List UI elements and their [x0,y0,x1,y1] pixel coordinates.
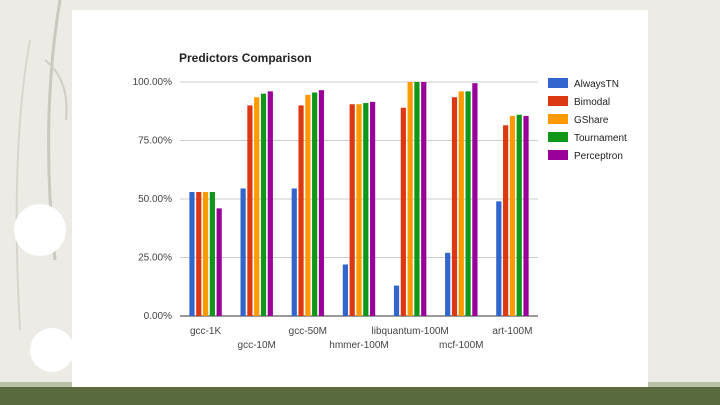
bar-tournament-libquantum-100m [414,82,420,316]
bar-alwaystn-gcc-1k [189,191,195,316]
legend-label: AlwaysTN [574,79,619,90]
x-tick-label: mcf-100M [439,340,483,351]
y-tick-label: 100.00% [133,77,173,88]
x-tick-label: art-100M [492,326,532,337]
bar-perceptron-gcc-1k [216,208,222,316]
bar-gshare-gcc-10m [254,97,260,317]
bar-alwaystn-libquantum-100m [393,285,400,316]
bar-bimodal-hmmer-100m [349,104,355,316]
bar-perceptron-gcc-50m [318,90,325,316]
bar-perceptron-mcf-100m [472,83,478,316]
bar-tournament-gcc-1k [209,191,215,316]
legend-label: Bimodal [574,97,610,108]
legend-label: Tournament [574,133,627,144]
legend-swatch [548,114,568,124]
x-tick-label: gcc-1K [190,326,221,337]
x-tick-label: hmmer-100M [329,340,388,351]
bar-perceptron-hmmer-100m [370,101,376,316]
bar-gshare-hmmer-100m [356,104,362,316]
bar-gshare-gcc-1k [202,191,209,316]
bar-bimodal-art-100m [503,125,509,316]
bar-gshare-art-100m [509,115,516,317]
legend-swatch [548,96,568,106]
y-axis: 0.00% 25.00% 50.00% 75.00% 100.00% [133,77,173,322]
bar-perceptron-art-100m [523,115,529,317]
y-tick-label: 0.00% [144,311,172,322]
bar-alwaystn-gcc-10m [240,188,246,316]
bar-gshare-mcf-100m [458,91,464,316]
bar-tournament-hmmer-100m [363,103,369,316]
legend-label: GShare [574,115,609,126]
bar-tournament-gcc-10m [260,93,267,316]
chart-title: Predictors Comparison [179,51,312,65]
bar-bimodal-gcc-10m [247,105,253,317]
bar-perceptron-libquantum-100m [421,82,427,316]
bars [189,82,529,317]
bar-alwaystn-mcf-100m [445,252,451,316]
bar-alwaystn-art-100m [496,201,502,316]
y-tick-label: 25.00% [138,253,172,264]
bar-perceptron-gcc-10m [267,91,273,316]
chart: Predictors Comparison 0.00% 25.00% 50.00% 7… [133,51,628,351]
x-tick-label: gcc-10M [238,340,276,351]
bar-bimodal-gcc-50m [298,105,304,317]
bar-gshare-gcc-50m [305,94,311,317]
bar-tournament-gcc-50m [312,92,318,316]
legend-label: Perceptron [574,151,623,162]
bar-tournament-mcf-100m [465,91,471,316]
bar-alwaystn-hmmer-100m [342,264,348,316]
legend-swatch [548,78,568,88]
x-tick-label: gcc-50M [289,326,327,337]
x-tick-label: libquantum-100M [372,326,449,337]
bar-gshare-libquantum-100m [407,82,413,316]
legend: AlwaysTN Bimodal GShare Tournament Perceptro… [548,78,627,162]
legend-swatch [548,150,568,160]
legend-swatch [548,132,568,142]
bar-bimodal-mcf-100m [451,97,458,317]
y-tick-label: 75.00% [138,136,172,147]
bar-bimodal-libquantum-100m [400,107,406,317]
y-tick-label: 50.00% [138,194,172,205]
bar-bimodal-gcc-1k [196,191,202,316]
bar-tournament-art-100m [516,114,522,316]
bar-alwaystn-gcc-50m [291,188,297,316]
